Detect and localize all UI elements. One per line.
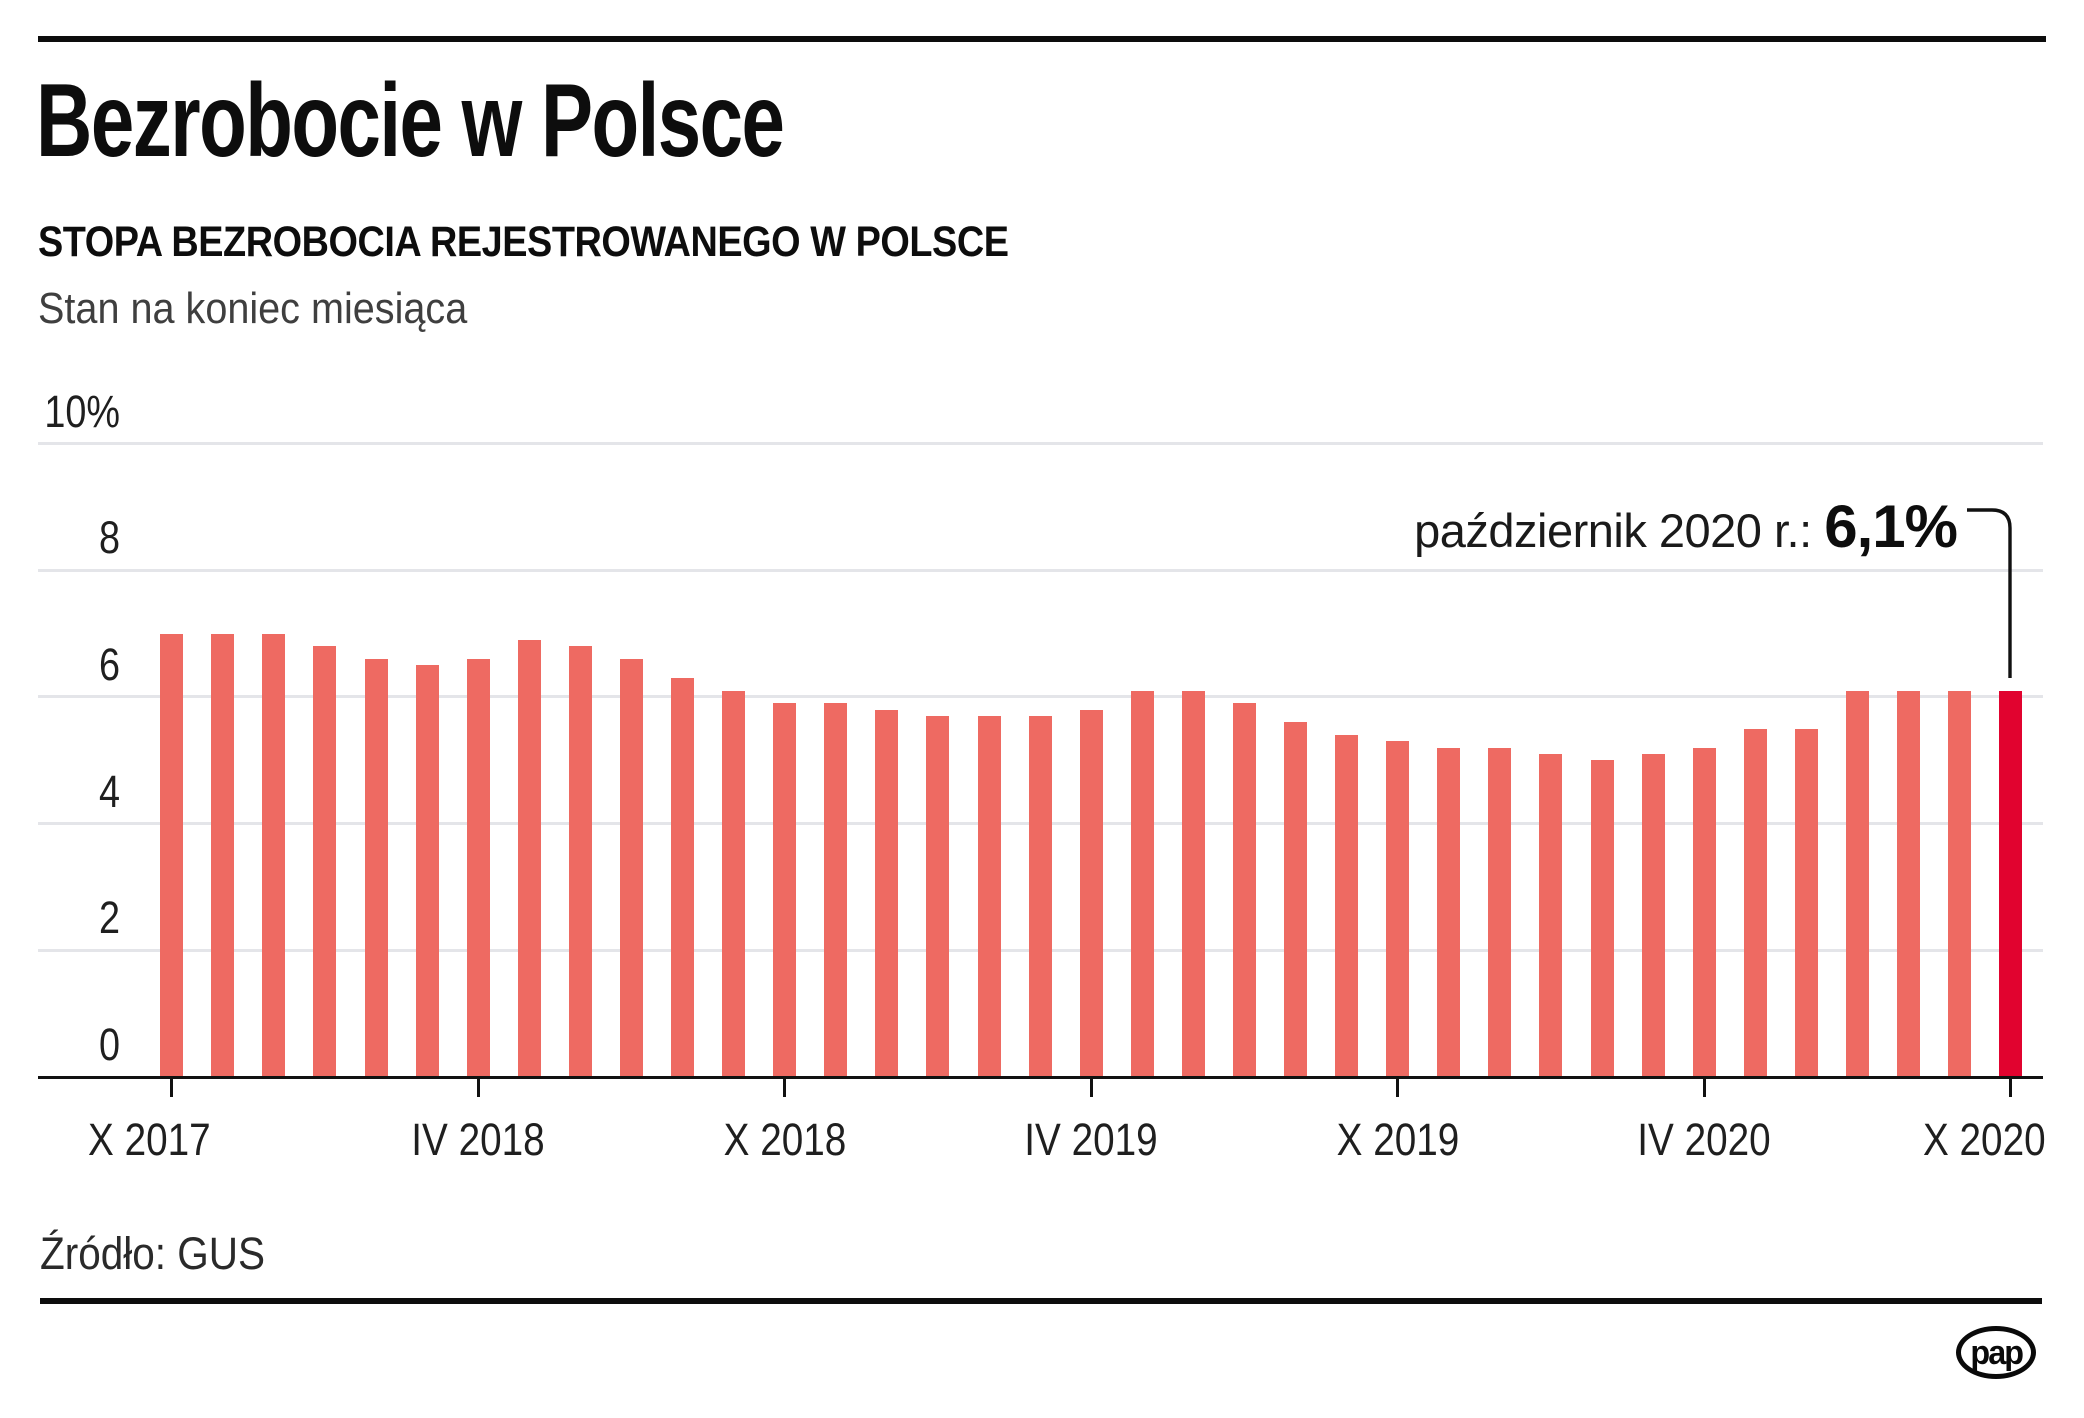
bar-IV 2019: [1079, 709, 1103, 1077]
bar-VIII 2020: [1897, 690, 1921, 1077]
bar-XII 2019: [1488, 747, 1512, 1077]
bar-XII 2018: [875, 709, 899, 1077]
bar-VII 2018: [619, 658, 643, 1077]
pap-logo-text: pap: [1970, 1333, 2024, 1372]
x-axis-label-X 2020: X 2020: [1923, 1114, 2046, 1165]
y-axis-label-0: 0: [98, 1019, 120, 1070]
chart-subtitle: STOPA BEZROBOCIA REJESTROWANEGO W POLSCE: [38, 218, 1009, 266]
bar-V 2018: [517, 639, 541, 1077]
x-tick-X 2017: [170, 1079, 174, 1097]
bar-highlight-X 2020: [1999, 690, 2023, 1077]
bar-VII 2020: [1845, 690, 1869, 1077]
bar-X 2018: [773, 703, 797, 1077]
chart-note: Stan na koniec miesiąca: [38, 284, 468, 333]
bar-II 2018: [364, 658, 388, 1077]
bar-VIII 2018: [671, 677, 695, 1077]
bar-I 2020: [1539, 753, 1563, 1077]
bar-IX 2018: [722, 690, 746, 1077]
x-axis-label-IV 2018: IV 2018: [411, 1114, 545, 1165]
gridline-10: [38, 442, 2043, 445]
annotation-value: 6,1%: [1824, 493, 1958, 560]
x-tick-IV 2019: [1089, 1079, 1093, 1097]
bar-III 2020: [1641, 753, 1665, 1077]
x-axis-label-IV 2019: IV 2019: [1024, 1114, 1158, 1165]
x-tick-X 2020: [2009, 1079, 2013, 1097]
y-axis-label-4: 4: [98, 765, 120, 817]
bar-III 2018: [415, 665, 439, 1077]
bar-II 2019: [977, 715, 1001, 1077]
x-tick-IV 2018: [476, 1079, 480, 1097]
bar-II 2020: [1590, 760, 1614, 1077]
bar-XI 2019: [1437, 747, 1461, 1077]
y-axis-label-10: 10%: [44, 385, 120, 437]
bar-X 2017: [160, 633, 184, 1077]
x-axis-label-X 2017: X 2017: [88, 1114, 211, 1165]
y-axis-label-2: 2: [98, 892, 120, 944]
bar-X 2019: [1386, 741, 1410, 1077]
bar-V 2020: [1743, 728, 1767, 1077]
bottom-divider-rule: [40, 1298, 2042, 1304]
x-tick-X 2018: [783, 1079, 787, 1097]
bar-IV 2018: [466, 658, 490, 1077]
x-axis-label-IV 2020: IV 2020: [1637, 1114, 1771, 1165]
annotation-pointer-line: [1967, 508, 2012, 678]
bar-IX 2019: [1335, 734, 1359, 1077]
bar-XI 2018: [824, 703, 848, 1077]
bar-V 2019: [1130, 690, 1154, 1077]
x-axis-label-X 2018: X 2018: [723, 1114, 847, 1165]
page-title: Bezrobocie w Polsce: [36, 63, 785, 179]
annotation-label: październik 2020 r.:: [1414, 504, 1825, 557]
latest-value-annotation: październik 2020 r.: 6,1%: [1414, 492, 1958, 561]
x-axis-label-X 2019: X 2019: [1336, 1114, 1460, 1165]
bar-VII 2019: [1232, 703, 1256, 1077]
y-axis-label-6: 6: [98, 638, 120, 690]
x-tick-X 2019: [1396, 1079, 1400, 1097]
bar-XI 2017: [211, 633, 235, 1077]
pap-logo: pap: [1956, 1326, 2036, 1379]
gridline-8: [38, 568, 2043, 572]
x-tick-IV 2020: [1702, 1079, 1706, 1097]
bar-IX 2020: [1948, 690, 1972, 1077]
top-divider-rule: [38, 36, 2046, 42]
bar-VI 2018: [568, 646, 592, 1077]
bar-VIII 2019: [1284, 722, 1308, 1077]
gridline-6: [38, 695, 2043, 699]
bar-XII 2017: [262, 633, 286, 1077]
bar-VI 2019: [1181, 690, 1205, 1077]
bar-IV 2020: [1692, 747, 1716, 1077]
bar-VI 2020: [1794, 728, 1818, 1077]
bar-III 2019: [1028, 715, 1052, 1077]
bar-I 2019: [926, 715, 950, 1077]
bar-I 2018: [313, 646, 337, 1077]
source-credit: Źródło: GUS: [40, 1228, 266, 1279]
y-axis-label-8: 8: [98, 512, 120, 564]
x-axis-line: [38, 1075, 2043, 1079]
